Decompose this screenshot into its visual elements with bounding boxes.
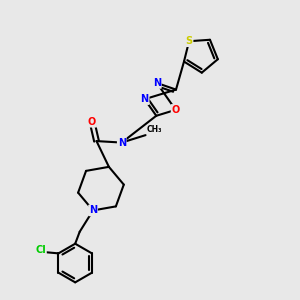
Text: Cl: Cl <box>35 245 46 255</box>
Text: N: N <box>89 206 97 215</box>
Text: O: O <box>88 117 96 127</box>
Text: N: N <box>118 138 126 148</box>
Text: S: S <box>185 36 193 46</box>
Text: CH₃: CH₃ <box>146 125 162 134</box>
Text: N: N <box>153 78 161 88</box>
Text: O: O <box>172 105 180 115</box>
Text: N: N <box>141 94 149 104</box>
